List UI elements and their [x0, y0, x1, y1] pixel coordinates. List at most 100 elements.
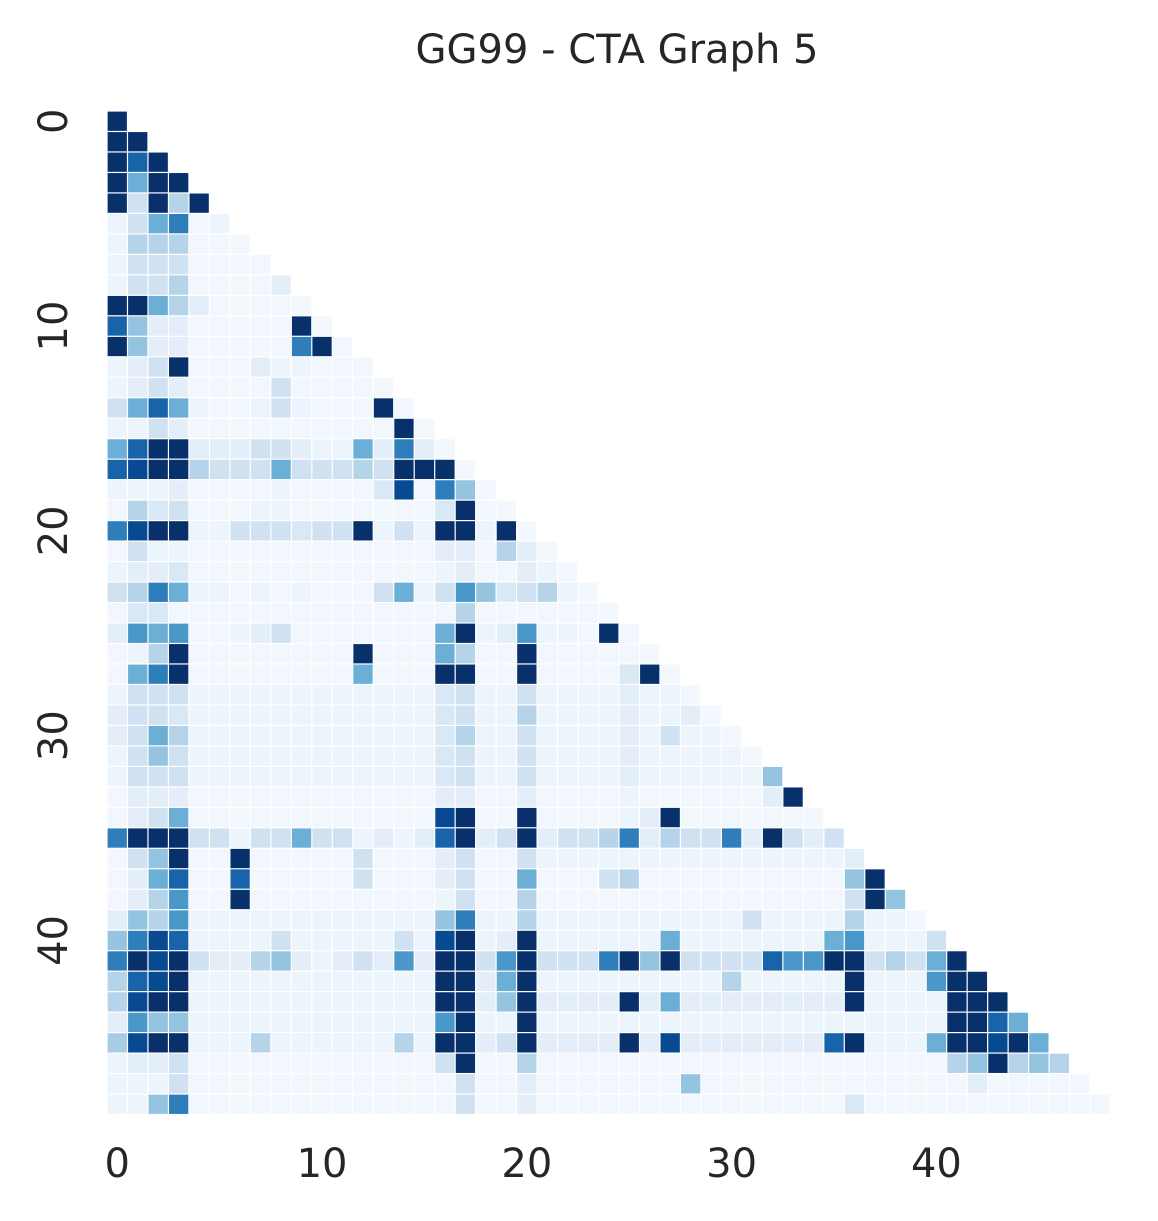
heatmap-cell	[701, 869, 721, 889]
heatmap-cell	[578, 746, 598, 766]
heatmap-cell	[353, 910, 373, 930]
heatmap-cell	[312, 992, 332, 1012]
heatmap-cell	[128, 234, 148, 254]
heatmap-cell	[803, 1074, 824, 1094]
heatmap-cell	[169, 910, 189, 930]
heatmap-cell	[332, 644, 353, 664]
heatmap-cell	[824, 971, 844, 992]
heatmap-cell	[128, 377, 148, 398]
heatmap-cell	[210, 930, 230, 951]
heatmap-cell	[517, 971, 537, 992]
y-tick-label: 20	[31, 505, 77, 556]
heatmap-cell	[169, 746, 189, 766]
heatmap-cell	[476, 910, 496, 930]
heatmap-cell	[455, 603, 476, 623]
heatmap-cell	[271, 828, 291, 848]
heatmap-cell	[394, 562, 414, 582]
heatmap-cell	[619, 746, 639, 766]
heatmap-cell	[824, 992, 844, 1012]
heatmap-cell	[496, 644, 516, 664]
heatmap-cell	[455, 582, 476, 602]
heatmap-cell	[291, 1094, 312, 1114]
heatmap-cell	[701, 910, 721, 930]
heatmap-cell	[148, 726, 168, 746]
heatmap-cell	[148, 193, 168, 213]
heatmap-cell	[926, 1033, 947, 1053]
heatmap-cell	[967, 1053, 988, 1073]
heatmap-cell	[271, 664, 291, 684]
heatmap-cell	[824, 910, 844, 930]
heatmap-cell	[394, 582, 414, 602]
heatmap-cell	[312, 869, 332, 889]
heatmap-cell	[332, 848, 353, 869]
heatmap-cell	[250, 828, 271, 848]
heatmap-cell	[701, 746, 721, 766]
heatmap-cell	[558, 746, 578, 766]
heatmap-cell	[312, 480, 332, 500]
heatmap-cell	[926, 971, 947, 992]
heatmap-cell	[414, 521, 435, 541]
heatmap-cell	[332, 336, 353, 357]
heatmap-cell	[148, 1033, 168, 1053]
heatmap-cell	[291, 521, 312, 541]
heatmap-cell	[148, 521, 168, 541]
chart-title: GG99 - CTA Graph 5	[416, 27, 819, 73]
heatmap-cell	[640, 1053, 660, 1073]
heatmap-cell	[640, 848, 660, 869]
heatmap-cell	[640, 644, 660, 664]
heatmap-cell	[373, 685, 394, 705]
heatmap-cell	[373, 541, 394, 561]
heatmap-cell	[865, 1012, 885, 1032]
heatmap-cell	[783, 807, 803, 828]
heatmap-cell	[148, 173, 168, 193]
heatmap-cell	[107, 1033, 127, 1053]
heatmap-cell	[762, 1033, 783, 1053]
heatmap-cell	[291, 377, 312, 398]
heatmap-cell	[681, 869, 701, 889]
heatmap-cell	[455, 541, 476, 561]
heatmap-cell	[640, 1033, 660, 1053]
heatmap-cell	[128, 726, 148, 746]
heatmap-cell	[414, 869, 435, 889]
heatmap-cell	[865, 951, 885, 971]
heatmap-cell	[517, 766, 537, 787]
heatmap-cell	[435, 644, 455, 664]
heatmap-cell	[169, 193, 189, 213]
heatmap-cell	[599, 1033, 619, 1053]
heatmap-cell	[230, 971, 250, 992]
heatmap-cell	[783, 992, 803, 1012]
heatmap-cell	[496, 500, 516, 520]
heatmap-cell	[189, 930, 209, 951]
heatmap-cell	[824, 889, 844, 910]
heatmap-cell	[578, 1012, 598, 1032]
heatmap-cell	[496, 766, 516, 787]
heatmap-cell	[353, 480, 373, 500]
heatmap-cell	[312, 541, 332, 561]
heatmap-cell	[128, 398, 148, 418]
heatmap-cell	[394, 500, 414, 520]
heatmap-cell	[107, 214, 127, 234]
heatmap-cell	[414, 500, 435, 520]
heatmap-cell	[128, 787, 148, 807]
heatmap-cell	[660, 726, 680, 746]
heatmap-cell	[291, 848, 312, 869]
heatmap-cell	[394, 1094, 414, 1114]
heatmap-cell	[558, 930, 578, 951]
heatmap-cell	[148, 705, 168, 725]
heatmap-cell	[578, 582, 598, 602]
heatmap-cell	[762, 828, 783, 848]
heatmap-cell	[455, 951, 476, 971]
heatmap-cell	[701, 828, 721, 848]
y-tick-label: 30	[31, 710, 77, 761]
heatmap-cell	[599, 889, 619, 910]
heatmap-cell	[250, 275, 271, 295]
heatmap-cell	[803, 910, 824, 930]
heatmap-cell	[476, 541, 496, 561]
heatmap-cell	[517, 848, 537, 869]
heatmap-cell	[988, 1094, 1008, 1114]
heatmap-cell	[107, 951, 127, 971]
heatmap-cell	[128, 951, 148, 971]
heatmap-cell	[169, 439, 189, 459]
heatmap-cell	[373, 582, 394, 602]
heatmap-cell	[332, 398, 353, 418]
